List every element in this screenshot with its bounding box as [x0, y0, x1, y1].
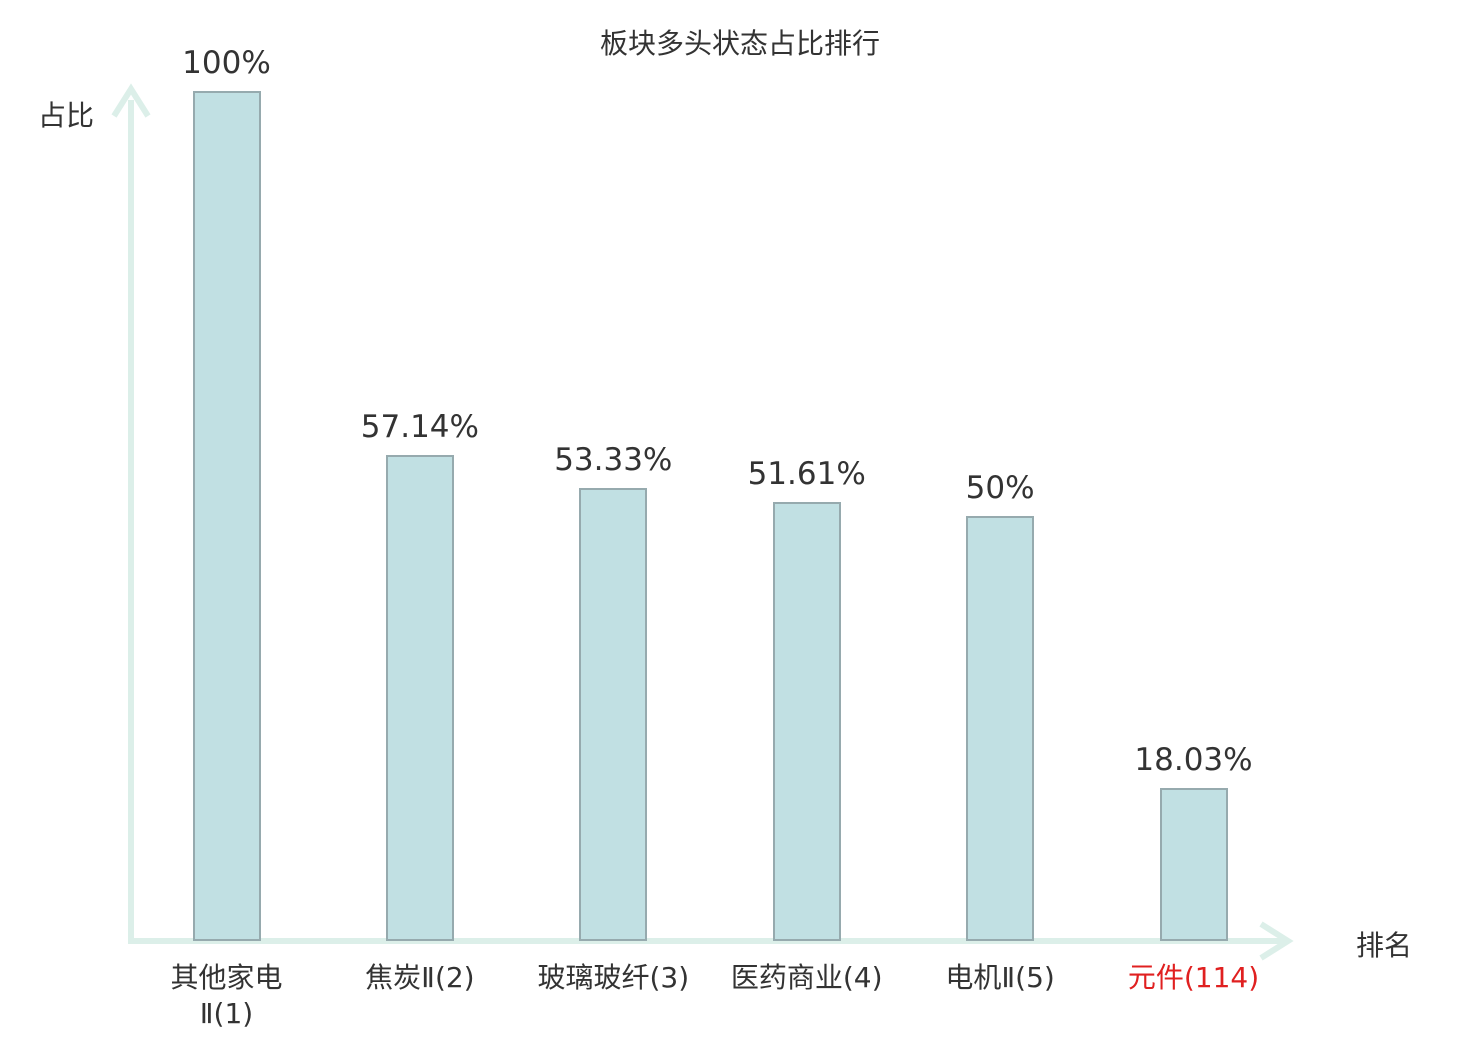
bar [772, 502, 841, 941]
bar-value-label: 18.03% [1134, 741, 1253, 778]
bar [192, 91, 261, 941]
bar-category-label: 焦炭Ⅱ(2) [365, 961, 475, 994]
bar-category-label: 玻璃玻纤(3) [537, 961, 690, 994]
bar-category-label: 医药商业(4) [730, 961, 883, 994]
chart-title: 板块多头状态占比排行 [599, 27, 880, 60]
y-axis-label: 占比 [38, 99, 95, 132]
bar [579, 487, 648, 941]
bar [1159, 787, 1228, 941]
bar-category-label: 电机Ⅱ(5) [945, 961, 1055, 994]
bar-value-label: 100% [182, 45, 271, 81]
x-axis-arrow-icon [1259, 921, 1294, 961]
bar [966, 516, 1035, 941]
bar [385, 455, 454, 941]
bar-category-label: 元件(114) [1127, 961, 1260, 994]
bar-category-label: 其他家电 Ⅱ(1) [170, 961, 283, 1030]
x-axis-label: 排名 [1356, 929, 1413, 962]
y-axis-arrow-icon [111, 83, 151, 118]
bar-value-label: 51.61% [747, 456, 866, 493]
bar-value-label: 57.14% [360, 409, 479, 446]
bar-value-label: 53.33% [554, 441, 673, 478]
bar-value-label: 50% [965, 470, 1035, 506]
